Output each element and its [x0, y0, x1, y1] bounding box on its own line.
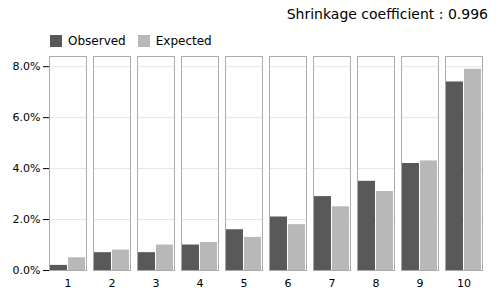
svg-text:8.0%: 8.0%: [13, 60, 41, 73]
svg-text:9: 9: [417, 277, 424, 290]
svg-text:8: 8: [373, 277, 380, 290]
svg-text:4.0%: 4.0%: [13, 162, 41, 175]
svg-text:3: 3: [153, 277, 160, 290]
html-text:Shrinkage coefficient : 0.996: Shrinkage coefficient : 0.996: [286, 6, 488, 22]
svg-text:0.0%: 0.0%: [13, 264, 41, 277]
svg-text:5: 5: [241, 277, 248, 290]
svg-text:10: 10: [457, 277, 471, 290]
svg-text:1: 1: [65, 277, 72, 290]
svg-text:7: 7: [329, 277, 336, 290]
svg-text:2.0%: 2.0%: [13, 213, 41, 226]
html-text:Observed: Observed: [68, 33, 126, 48]
html-text:Expected: Expected: [155, 33, 212, 48]
svg-text:6.0%: 6.0%: [13, 111, 41, 124]
svg-text:4: 4: [197, 277, 204, 290]
svg-text:2: 2: [109, 277, 116, 290]
svg-text:6: 6: [285, 277, 292, 290]
